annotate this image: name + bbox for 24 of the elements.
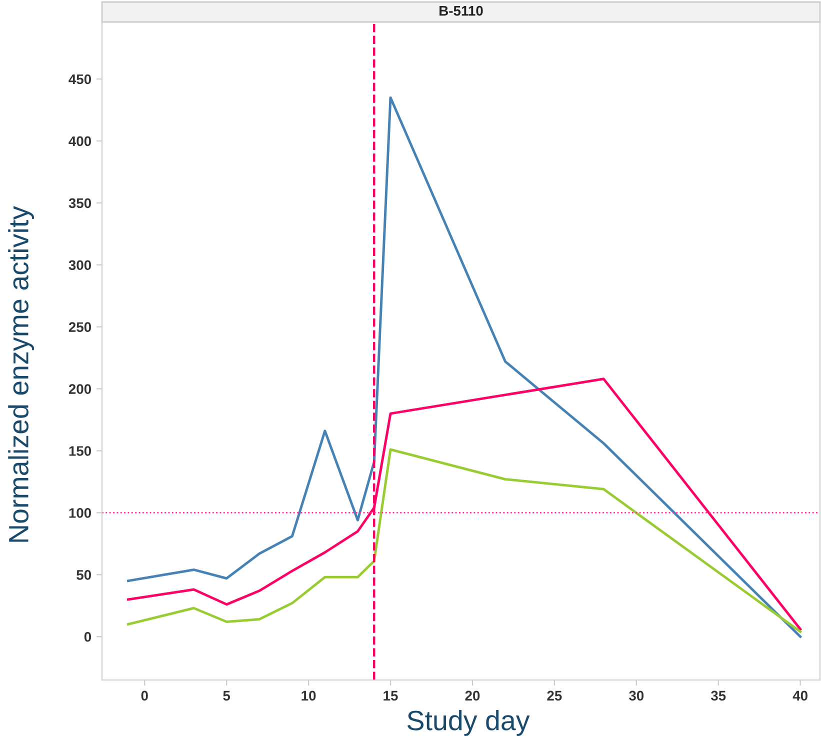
x-tick-label: 25: [547, 690, 562, 701]
y-tick-label: 150: [69, 446, 92, 456]
x-tick-label: 15: [384, 690, 398, 701]
line-series: [126, 96, 802, 638]
x-tick-label: 40: [792, 690, 808, 701]
y-tick-label: 300: [68, 260, 92, 270]
chart-title: B-5110: [440, 6, 483, 16]
x-tick-label: 10: [302, 690, 316, 701]
y-tick-label: 450: [68, 74, 92, 84]
y-tick-label: 100: [69, 508, 92, 518]
y-tick-label: 50: [76, 570, 92, 580]
x-tick-label: 20: [465, 690, 480, 701]
x-tick-label: 5: [223, 690, 230, 701]
y-axis-title: Normalized enzyme activity: [8, 206, 34, 542]
x-tick-label: 35: [710, 690, 726, 701]
y-tick-label: 200: [68, 384, 92, 394]
y-tick-label: 250: [68, 322, 92, 332]
y-tick-label: 400: [68, 136, 92, 146]
y-tick-label: 0: [84, 632, 92, 642]
x-tick-label: 30: [628, 690, 644, 701]
x-tick-label: 0: [141, 690, 148, 701]
x-axis-title: Study day: [408, 710, 530, 736]
y-tick-label: 350: [68, 198, 92, 208]
line-series: [126, 448, 802, 633]
